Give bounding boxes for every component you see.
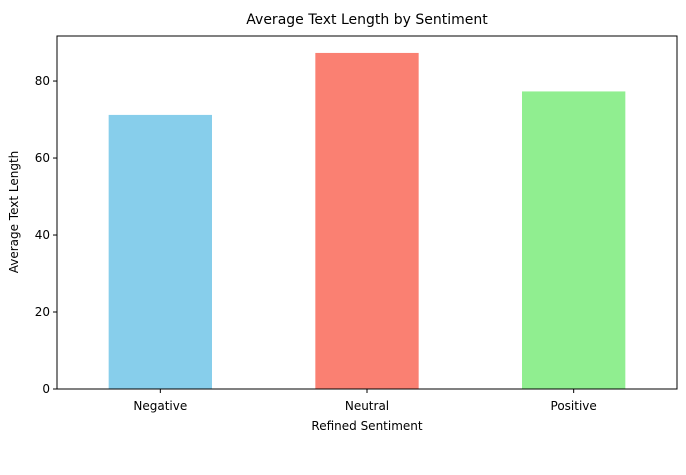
bar-negative <box>108 114 212 389</box>
y-tick-label: 40 <box>35 228 50 242</box>
y-tick-label: 60 <box>35 151 50 165</box>
x-axis-label: Refined Sentiment <box>311 419 422 433</box>
y-tick-label: 80 <box>35 74 50 88</box>
y-tick-label: 20 <box>35 305 50 319</box>
y-tick-label: 0 <box>42 382 50 396</box>
x-tick-label: Neutral <box>345 399 389 413</box>
bar-positive <box>522 91 626 390</box>
x-tick-label: Positive <box>551 399 597 413</box>
bar-neutral <box>315 52 419 390</box>
bars-layer <box>108 52 626 390</box>
y-ticks-layer: 0 20 40 60 80 <box>35 74 57 396</box>
x-tick-label: Negative <box>133 399 187 413</box>
x-ticks-layer: Negative Neutral Positive <box>133 389 597 413</box>
chart-title: Average Text Length by Sentiment <box>246 12 488 28</box>
y-axis-label: Average Text Length <box>7 151 21 274</box>
plot-frame <box>56 35 678 390</box>
